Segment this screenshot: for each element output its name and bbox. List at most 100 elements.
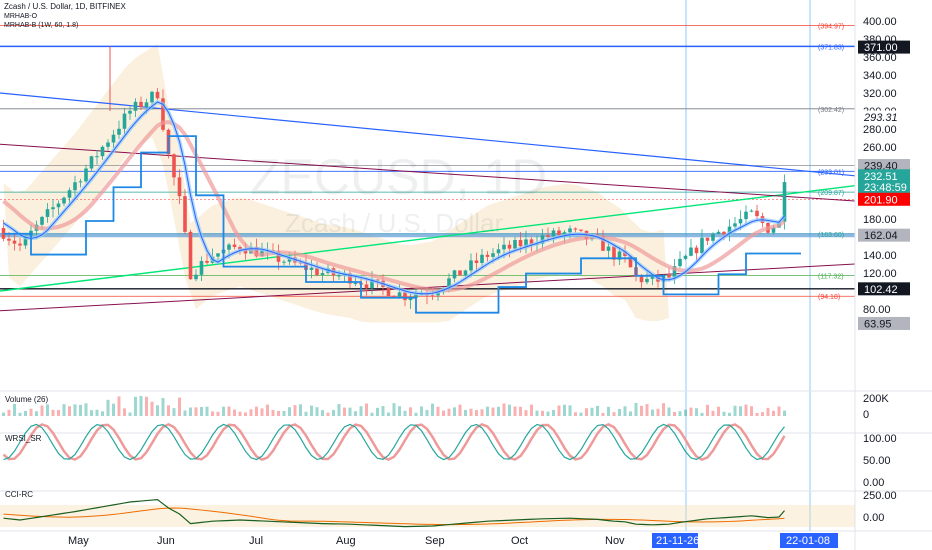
symbol-title[interactable]: Zcash / U.S. Dollar, 1D, BITFINEX	[4, 2, 126, 11]
volume-bar	[761, 412, 764, 416]
watermark-ticker: ZECUSD, 1D	[250, 149, 547, 205]
cci-axis-250: 250.00	[863, 490, 897, 502]
volume-bar	[321, 410, 324, 416]
volume-bar	[255, 406, 258, 416]
volume-bar	[387, 412, 390, 416]
candle	[705, 237, 710, 246]
volume-bar	[392, 403, 396, 416]
volume-bar	[172, 408, 176, 416]
candle-body	[496, 249, 501, 254]
volume-bar	[563, 404, 566, 416]
volume-bar	[755, 412, 759, 416]
volume-bar	[678, 411, 682, 416]
candle-body	[755, 210, 759, 217]
price-tag: 293.31	[858, 110, 910, 124]
time-label-sep: Sep	[425, 535, 445, 547]
candle	[755, 204, 759, 221]
volume-bar	[777, 406, 781, 416]
volume-bar	[535, 410, 539, 416]
candle	[155, 88, 160, 100]
candle-body	[430, 295, 435, 297]
candle	[133, 98, 138, 118]
volume-bar	[546, 411, 550, 416]
candle-body	[243, 249, 248, 254]
volume-bar	[90, 410, 93, 416]
candle	[128, 106, 132, 120]
indicator-label-mrhab-b[interactable]: MRHAB-B (1W, 60, 1.8)	[4, 22, 78, 29]
candle-body	[122, 113, 127, 129]
wrsi-axis-50: 50.00	[863, 455, 891, 467]
volume-bar	[722, 411, 726, 416]
candle-body	[348, 273, 352, 284]
volume-bar	[640, 405, 643, 416]
price-tick-label: 340.00	[863, 70, 897, 82]
volume-bar	[249, 409, 253, 416]
volume-bar	[409, 407, 412, 416]
volume-bar	[293, 405, 297, 416]
candle-body	[100, 146, 105, 157]
time-label-oct: Oct	[511, 535, 528, 547]
volume-bar	[442, 410, 445, 416]
price-tag-bg	[858, 316, 910, 330]
indicator-label-mrhab-o[interactable]: MRHAB-O	[4, 13, 38, 20]
volume-bar	[414, 412, 418, 416]
volume-bar	[200, 406, 203, 416]
candle	[51, 199, 55, 218]
candle-body	[139, 101, 143, 107]
candle-body	[51, 207, 55, 210]
wrsi-axis-0: 0.00	[863, 477, 884, 489]
candle-body	[172, 154, 176, 178]
candle-body	[722, 231, 726, 235]
candle-body	[727, 226, 732, 235]
price-tag-bg	[858, 159, 910, 173]
price-tag-bg	[858, 40, 910, 54]
volume-bar	[68, 406, 71, 416]
candle-body	[89, 156, 94, 169]
wrsi-pane-label[interactable]: WRSI_SR	[5, 434, 42, 443]
volume-bar	[557, 405, 561, 416]
candle-body	[315, 267, 319, 275]
price-tick-label: 180.00	[863, 214, 897, 226]
candle-body	[452, 270, 457, 279]
volume-pane-label[interactable]: Volume (26)	[5, 395, 48, 404]
volume-bar	[2, 412, 5, 416]
volume-bar	[299, 404, 302, 416]
volume-bar	[282, 411, 286, 416]
candle	[749, 209, 754, 213]
volume-bar	[73, 404, 77, 416]
candle	[711, 232, 715, 244]
candle	[315, 261, 319, 277]
volume-bar	[24, 410, 27, 416]
volume-bar	[717, 406, 720, 416]
volume-bar	[216, 411, 220, 416]
cursor-date-tag	[652, 533, 698, 548]
ma-slow-ribbon	[2, 120, 786, 293]
volume-bar	[13, 403, 16, 416]
volume-bar	[453, 407, 456, 416]
price-tick-label: 280.00	[863, 124, 897, 136]
candle	[188, 229, 193, 280]
volume-bar	[750, 406, 753, 416]
volume-bar	[354, 411, 357, 416]
price-axis-layer: 400.00380.00360.00340.00320.00300.00280.…	[818, 16, 910, 330]
candle	[452, 269, 457, 283]
price-tag-countdown: 23:48:59	[864, 182, 907, 194]
candle	[172, 153, 176, 186]
candle	[392, 295, 396, 297]
time-label-aug: Aug	[336, 535, 356, 547]
volume-bar	[156, 405, 159, 416]
candle-body	[771, 227, 776, 233]
volume-bar	[277, 410, 280, 416]
price-tag: 63.95	[858, 316, 910, 330]
candle-body	[282, 261, 286, 263]
candle	[117, 120, 121, 139]
cci-axis-0: 0.00	[863, 512, 884, 524]
price-tag-bg	[858, 110, 910, 124]
price-tag-text: 371.00	[864, 42, 898, 54]
candle	[650, 276, 655, 286]
volume-bar	[513, 406, 517, 416]
cci-pane-label[interactable]: CCI-RC	[5, 490, 33, 499]
volume-bar	[585, 408, 588, 416]
candle-body	[144, 102, 149, 107]
